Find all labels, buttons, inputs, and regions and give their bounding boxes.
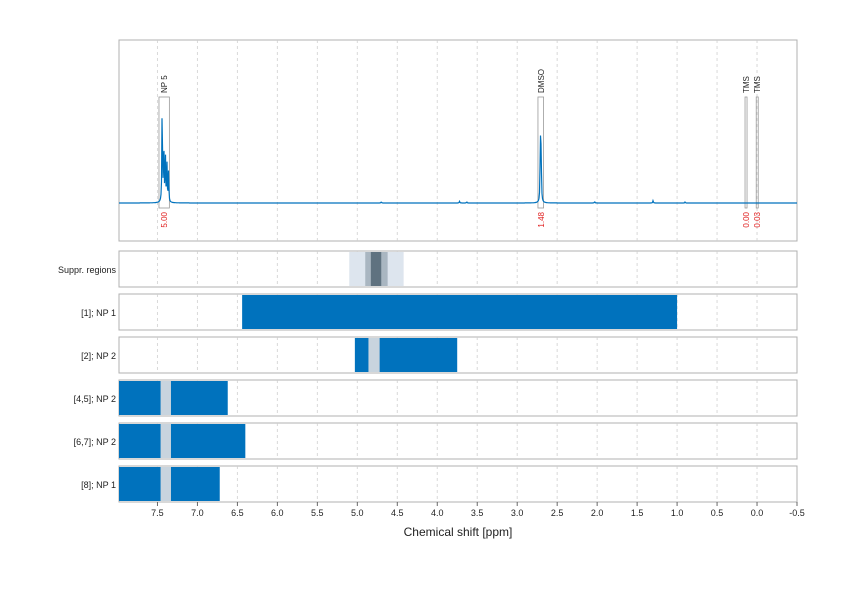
integration-region-box: [755, 96, 759, 209]
x-tick-label: 4.5: [391, 508, 404, 518]
range-bar: [119, 424, 246, 458]
x-tick-label: 4.0: [431, 508, 444, 518]
track-label: [4,5]; NP 2: [74, 394, 116, 404]
range-gap: [160, 467, 171, 501]
track-label: [8]; NP 1: [81, 480, 116, 490]
spectrum-panel: NP 5 5.00 DMSO 1.48 TMS 0.00 TMS 0.03: [118, 39, 798, 242]
range-gap: [160, 381, 171, 415]
x-tick-label: 0.5: [711, 508, 724, 518]
x-tick-label: 3.5: [471, 508, 484, 518]
integral-value: 1.48: [537, 211, 546, 227]
integral-value: 5.00: [160, 211, 169, 227]
x-axis: 7.5 7.0 6.5 6.0 5.5 5.0 4.5 4.0 3.5 3.0 2.5 2.0 1.5 1…: [151, 502, 805, 518]
track-frame: [118, 379, 798, 417]
range-tracks: Suppr. regions [1]; NP 1 [2]; NP 2 [4,5]; N…: [58, 250, 798, 503]
integration-region-label: DMSO: [537, 69, 546, 93]
x-tick-label: 5.5: [311, 508, 324, 518]
track-label: [2]; NP 2: [81, 351, 116, 361]
integral-value: 0.03: [753, 211, 762, 227]
suppression-band: [370, 252, 382, 286]
x-tick-label: 2.0: [591, 508, 604, 518]
track-label: [1]; NP 1: [81, 308, 116, 318]
integration-region-box: [744, 96, 748, 209]
spectrum-line: [119, 118, 797, 204]
x-tick-label: -0.5: [789, 508, 805, 518]
range-bar: [119, 381, 228, 415]
integration-region-label: TMS: [742, 76, 751, 93]
x-tick-label: 5.0: [351, 508, 364, 518]
x-axis-label: Chemical shift [ppm]: [404, 525, 513, 539]
track-frame: [118, 336, 798, 374]
x-tick-label: 3.0: [511, 508, 524, 518]
track-frame: [118, 465, 798, 503]
x-tick-label: 7.0: [191, 508, 204, 518]
integration-region-label: NP 5: [160, 75, 169, 93]
x-tick-label: 7.5: [151, 508, 164, 518]
x-tick-label: 6.0: [271, 508, 284, 518]
x-tick-label: 1.5: [631, 508, 644, 518]
track-label: Suppr. regions: [58, 265, 117, 275]
integration-region-label: TMS: [753, 76, 762, 93]
integral-value: 0.00: [742, 211, 751, 227]
integration-region-box: [158, 96, 170, 209]
x-tick-label: 2.5: [551, 508, 564, 518]
range-gap: [160, 424, 171, 458]
x-tick-label: 0.0: [751, 508, 764, 518]
range-gap: [368, 338, 380, 372]
spectrum-frame: [118, 39, 798, 242]
range-bar: [242, 295, 678, 329]
track-frame: [118, 250, 798, 288]
x-tick-label: 1.0: [671, 508, 684, 518]
integration-region-box: [537, 96, 544, 209]
track-label: [6,7]; NP 2: [74, 437, 116, 447]
x-tick-label: 6.5: [231, 508, 244, 518]
